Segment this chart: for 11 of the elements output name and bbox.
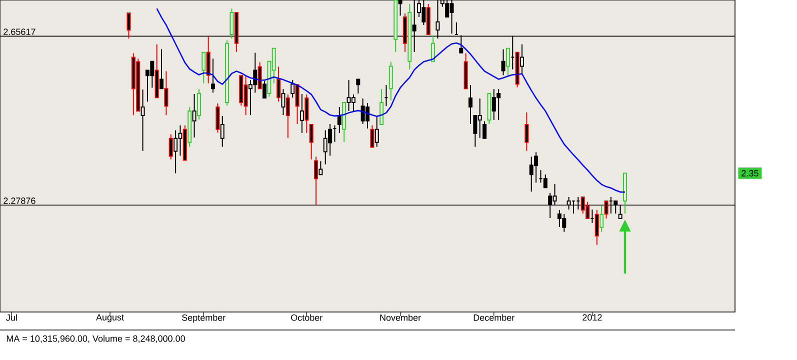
- x-tick-label: August: [96, 314, 124, 322]
- y-tick-label: 2.65617: [4, 28, 36, 35]
- text: 2.35: [742, 170, 758, 176]
- x-tick-label: December: [474, 314, 515, 321]
- text: MA = 10,315,960.00, Volume = 8,248,000.00: [6, 335, 185, 343]
- x-tick-label: Jul: [6, 314, 17, 321]
- y-tick-label: 2.27876: [4, 198, 36, 204]
- x-tick-label: November: [380, 314, 421, 321]
- x-tick-label: October: [291, 314, 322, 321]
- x-tick-label: September: [182, 314, 226, 323]
- x-tick-label: 2012: [582, 314, 602, 321]
